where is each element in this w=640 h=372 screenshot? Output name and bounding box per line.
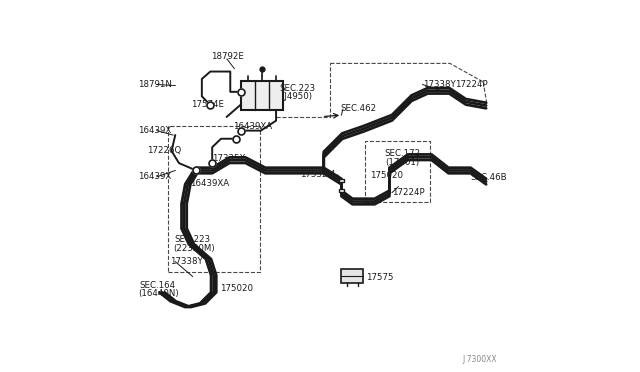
Text: SEC.462: SEC.462 (340, 104, 376, 113)
FancyBboxPatch shape (339, 189, 344, 192)
Text: 17338Y: 17338Y (170, 257, 204, 266)
FancyBboxPatch shape (341, 269, 363, 283)
Text: (16440N): (16440N) (138, 289, 179, 298)
Text: 18792E: 18792E (211, 52, 243, 61)
Text: SEC.223: SEC.223 (174, 235, 211, 244)
Text: 17574E: 17574E (191, 100, 225, 109)
FancyBboxPatch shape (241, 81, 283, 110)
Text: 17226Q: 17226Q (147, 147, 182, 155)
Text: 16439X: 16439X (138, 172, 172, 181)
Text: 17532M: 17532M (301, 170, 335, 179)
Text: 17575: 17575 (366, 273, 394, 282)
Text: 175020: 175020 (220, 284, 253, 293)
Text: 16439XA: 16439XA (233, 122, 273, 131)
Text: 18791N: 18791N (138, 80, 172, 89)
Text: (17201): (17201) (386, 157, 420, 167)
Text: SEC.172: SEC.172 (385, 149, 420, 158)
Text: 16439X: 16439X (138, 126, 172, 135)
Text: 17338Y: 17338Y (422, 80, 456, 89)
Text: J 7300XX: J 7300XX (462, 355, 497, 364)
FancyBboxPatch shape (339, 179, 344, 183)
Text: 17335X: 17335X (212, 154, 246, 163)
Text: 17224P: 17224P (392, 188, 424, 197)
Text: 17224P: 17224P (455, 80, 488, 89)
Text: SEC.223: SEC.223 (280, 84, 316, 93)
Text: (22320M): (22320M) (173, 244, 214, 253)
Text: 16439XA: 16439XA (190, 179, 229, 187)
Text: 175020: 175020 (370, 171, 403, 180)
Text: SEC.46B: SEC.46B (470, 173, 508, 182)
Text: SEC.164: SEC.164 (140, 281, 176, 290)
Text: (J4950): (J4950) (282, 92, 312, 101)
